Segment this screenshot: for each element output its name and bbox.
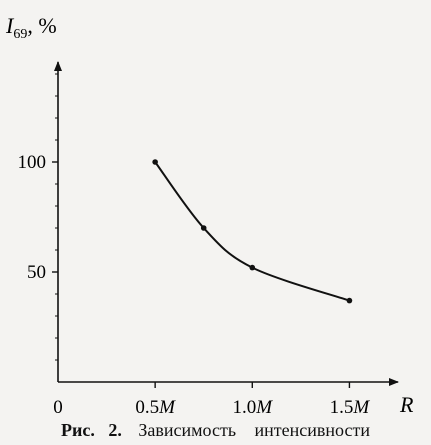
data-point: [152, 159, 158, 165]
data-point: [346, 297, 353, 304]
y-minor-ticks: [55, 73, 58, 361]
y-tick-label: 50: [27, 262, 46, 283]
x-axis-label: R: [399, 392, 414, 417]
x-tick-label: 1.0M: [232, 397, 273, 418]
y-axis-label-unit: , %: [27, 13, 56, 38]
y-axis-label-main: I: [5, 13, 15, 38]
caption-label: Рис.: [61, 420, 95, 440]
caption-text: Зависимость интенсивности: [138, 420, 370, 440]
data-point: [200, 225, 207, 231]
figure-caption: Рис. 2. Зависимость интенсивности: [0, 420, 431, 441]
x-tick-label: 1.5M: [330, 397, 371, 418]
data-point: [249, 264, 256, 271]
x-tick-label: 0.5M: [135, 397, 176, 418]
y-axis-label-sub: 69: [13, 27, 27, 42]
x-ticks: 0 0.5M 1.0M 1.5M: [53, 382, 370, 418]
caption-number: 2.: [108, 420, 122, 440]
y-ticks: 50 100: [18, 152, 58, 283]
chart: 50 100 0 0.5M 1.0M 1.5M I69, % R: [5, 13, 414, 418]
x-tick-label: 0: [53, 397, 63, 418]
y-axis-label: I69, %: [5, 13, 57, 42]
y-tick-label: 100: [18, 152, 47, 173]
series-points: [152, 159, 353, 304]
series-curve: [154, 161, 350, 302]
